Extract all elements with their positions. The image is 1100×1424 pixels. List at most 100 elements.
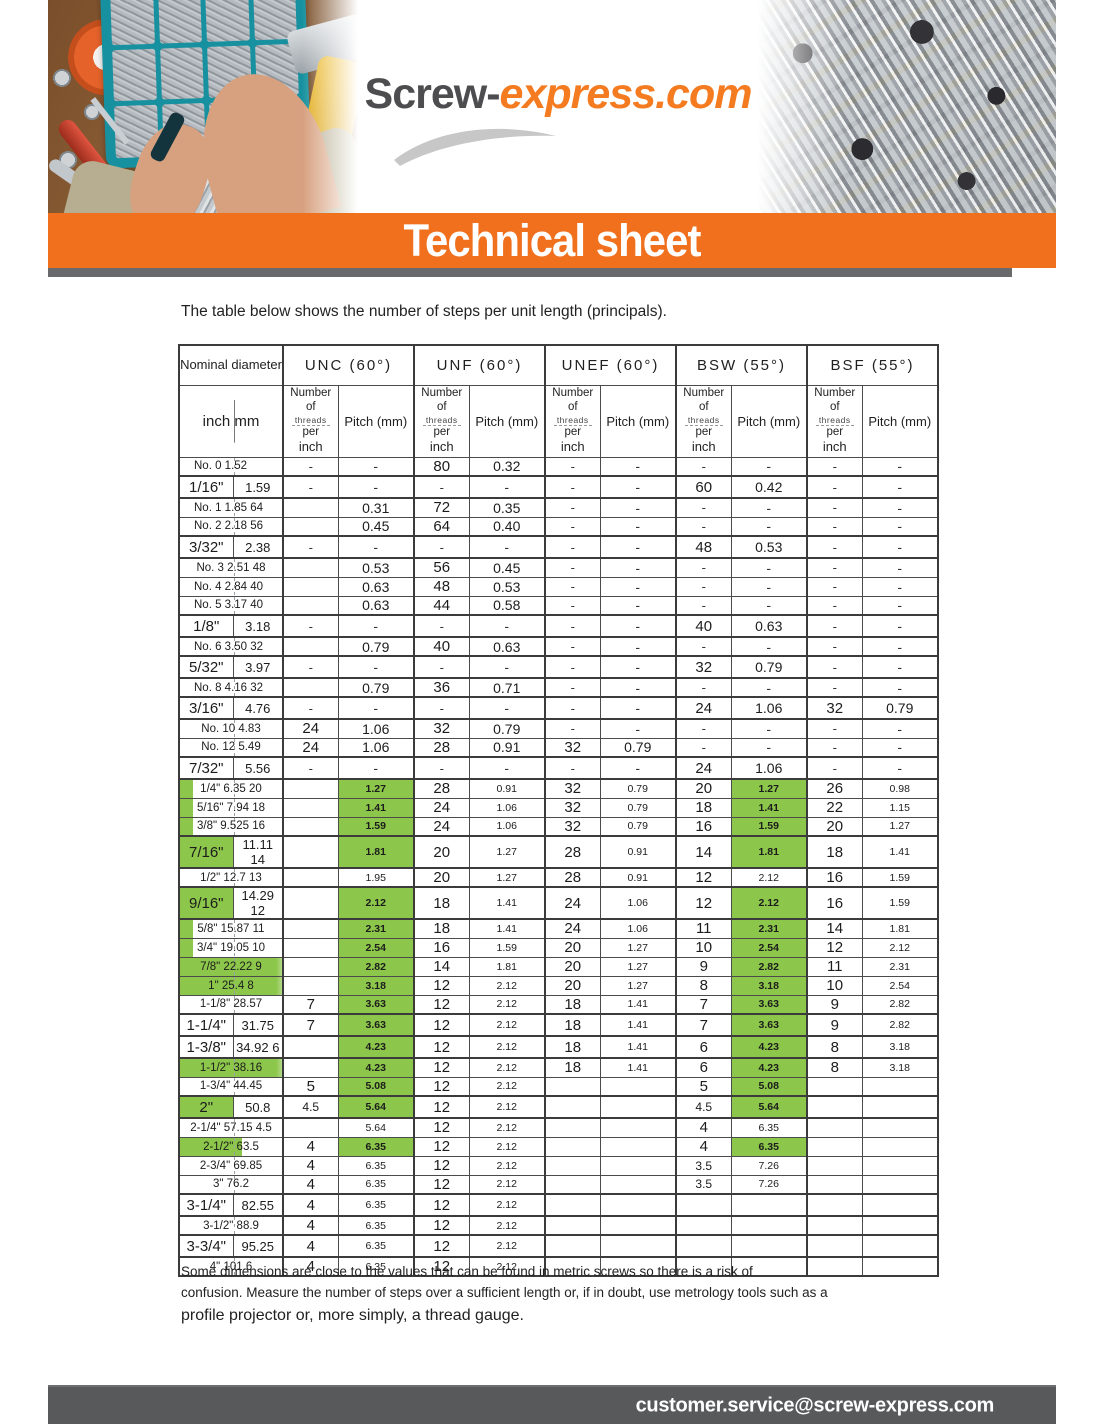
threads-per-inch-cell: - [806, 595, 863, 616]
pitch-cell [599, 1117, 677, 1138]
table-row: 1/16" 1.59- - - - - -60 0.42- - [178, 475, 939, 499]
pitch-cell: - [599, 535, 677, 559]
table-row: 5/16" 7.94 18 1.41 24 1.06 32 0.79 18 1.41 22 1.1… [178, 797, 939, 818]
pitch-cell: 6.35 [337, 1234, 415, 1258]
pitch-cell: 6.35 [337, 1215, 415, 1236]
nominal-cell: 2-3/4" 69.85 [178, 1155, 284, 1176]
threads-per-inch-cell: 12 [413, 1035, 470, 1059]
pitch-cell: 0.42 [730, 475, 808, 499]
screw-tray-shape [145, 133, 353, 213]
threads-header-line: threads [291, 415, 330, 426]
pitch-cell: 1.81 [861, 918, 939, 939]
threads-per-inch-cell: - [675, 636, 732, 657]
pitch-cell: 0.91 [468, 737, 546, 758]
pitch-cell: 2.54 [730, 937, 808, 958]
banner-divider [48, 268, 1012, 277]
threads-per-inch-cell: 16 [806, 867, 863, 888]
pitch-cell: - [730, 737, 808, 758]
pitch-cell: 1.27 [468, 835, 546, 869]
pitch-cell: 4.23 [730, 1057, 808, 1078]
pitch-cell: 0.91 [599, 867, 677, 888]
threads-per-inch-cell [282, 937, 339, 958]
threads-per-inch-cell [544, 1193, 601, 1217]
pitch-cell: 1.27 [599, 937, 677, 958]
threads-per-inch-cell: 60 [675, 475, 732, 499]
pitch-cell: 2.82 [861, 1013, 939, 1037]
pitch-cell: - [730, 636, 808, 657]
threads-per-inch-cell: 28 [544, 867, 601, 888]
threads-per-inch-cell: 4 [675, 1117, 732, 1138]
threads-per-inch-cell: - [282, 696, 339, 720]
pitch-cell: 1.41 [468, 886, 546, 920]
col-header-threads: Number of threads per inch [413, 384, 470, 458]
pitch-cell: - [730, 576, 808, 597]
pitch-cell: 2.12 [468, 1174, 546, 1195]
pitch-cell: 2.12 [468, 1136, 546, 1157]
threads-per-inch-cell: 12 [806, 937, 863, 958]
threads-per-inch-cell: 18 [675, 797, 732, 818]
col-header-pitch: Pitch (mm) [599, 384, 677, 458]
pitch-cell: - [468, 756, 546, 780]
pitch-cell: - [861, 516, 939, 537]
pitch-cell: 1.59 [730, 816, 808, 837]
nominal-mm-cell: 3.97 [232, 655, 284, 679]
threads-per-inch-cell: - [282, 456, 339, 477]
pitch-cell: 1.27 [468, 867, 546, 888]
pitch-cell: 2.82 [861, 994, 939, 1015]
table-row: 1-3/4" 44.45 5 5.08 12 2.12 5 5.08 [178, 1076, 939, 1097]
threads-per-inch-cell: - [544, 516, 601, 537]
pitch-cell: 1.81 [730, 835, 808, 869]
threads-per-inch-cell: 10 [675, 937, 732, 958]
pitch-cell: - [730, 595, 808, 616]
threads-per-inch-cell: 12 [413, 994, 470, 1015]
threads-per-inch-cell: 24 [413, 797, 470, 818]
threads-per-inch-cell: 18 [413, 918, 470, 939]
nominal-inch-cell: 5/32" [178, 655, 234, 679]
threads-per-inch-cell [282, 557, 339, 578]
threads-header-line: per [695, 425, 713, 438]
threads-header-line: per [433, 425, 451, 438]
threads-per-inch-cell [282, 576, 339, 597]
pitch-cell [599, 1215, 677, 1236]
threads-per-inch-cell: - [282, 535, 339, 559]
screws-photo [758, 0, 1056, 213]
table-row: 1/8" 3.18- - - - - -40 0.63- - [178, 614, 939, 638]
pitch-cell: - [468, 475, 546, 499]
threads-per-inch-cell: 3.5 [675, 1155, 732, 1176]
col-header-threads: Number of threads per inch [282, 384, 339, 458]
pitch-cell: - [730, 497, 808, 518]
pitch-cell: - [599, 497, 677, 518]
threads-per-inch-cell: 4 [282, 1215, 339, 1236]
sleeve-shape [205, 122, 358, 213]
threads-per-inch-cell: 32 [675, 655, 732, 679]
threads-per-inch-cell [544, 1234, 601, 1258]
footer-bar: customer.service@screw-express.com [48, 1385, 1056, 1424]
pitch-cell: 0.53 [730, 535, 808, 559]
threads-per-inch-cell: 48 [413, 576, 470, 597]
logo-area: Screw-express.com [358, 0, 758, 213]
pitch-cell: 1.27 [730, 778, 808, 799]
table-row: No. 8 4.16 32 0.79 36 0.71- - - - - - [178, 677, 939, 698]
header: Screw-express.com [48, 0, 1056, 213]
threads-per-inch-cell: 36 [413, 677, 470, 698]
pitch-cell [599, 1234, 677, 1258]
threads-per-inch-cell [806, 1095, 863, 1119]
pitch-cell: 2.12 [468, 1234, 546, 1258]
pitch-cell: - [468, 655, 546, 679]
col-header-units: inch mm [178, 384, 284, 458]
threads-per-inch-cell: - [544, 655, 601, 679]
pitch-cell: - [599, 756, 677, 780]
pitch-cell: - [861, 636, 939, 657]
pitch-cell: 0.45 [337, 516, 415, 537]
threads-per-inch-cell: - [806, 756, 863, 780]
pitch-cell: 0.79 [468, 718, 546, 739]
threads-per-inch-cell: 4.5 [282, 1095, 339, 1119]
pitch-cell: 0.79 [599, 797, 677, 818]
pitch-cell: 4.23 [337, 1035, 415, 1059]
threads-per-inch-cell: - [544, 535, 601, 559]
threads-per-inch-cell: 12 [413, 1174, 470, 1195]
threads-per-inch-cell: - [675, 576, 732, 597]
thread-table: Nominal diameter UNC (60°) UNF (60°) UNEF (… [178, 344, 939, 1277]
pitch-cell: 0.63 [337, 576, 415, 597]
pitch-cell: 2.12 [468, 1076, 546, 1097]
